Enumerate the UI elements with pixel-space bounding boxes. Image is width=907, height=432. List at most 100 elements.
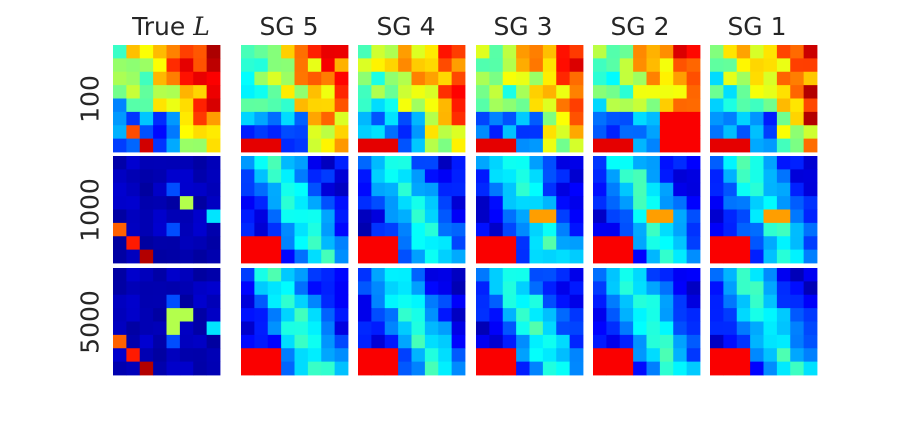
heatmap-cell (254, 182, 269, 197)
heatmap-cell (633, 209, 647, 224)
heatmap-cell (358, 321, 372, 336)
heatmap-cell (619, 281, 634, 296)
heatmap-cell (606, 294, 621, 309)
heatmap-cell (686, 294, 701, 309)
heatmap-cell (723, 182, 738, 197)
heatmap-cell (750, 222, 764, 237)
heatmap-cell (139, 236, 154, 251)
heatmap-cell (673, 209, 688, 224)
heatmap-cell (281, 58, 295, 73)
heatmap-cell (646, 98, 661, 113)
heatmap-cell (659, 281, 674, 296)
heatmap-cell (321, 268, 336, 282)
heatmap-cell (424, 321, 439, 336)
heatmap-cell (398, 196, 412, 210)
heatmap-cell (516, 85, 530, 99)
heatmap-cell (166, 98, 181, 113)
heatmap-cell (776, 321, 791, 336)
heatmap-cell (659, 222, 674, 237)
heatmap-cell (646, 196, 661, 210)
heatmap-cell (153, 222, 167, 237)
heatmap-cell (489, 236, 504, 251)
heatmap-cell (646, 281, 661, 296)
heatmap-cell (307, 71, 322, 86)
heatmap-cell (763, 348, 778, 363)
heatmap-cell (489, 209, 504, 224)
heatmap-cell (424, 209, 439, 224)
heatmap-cell (476, 308, 490, 322)
heatmap-cell (281, 236, 295, 251)
heatmap-cell (451, 321, 466, 336)
heatmap-cell (750, 71, 764, 86)
heatmap-cell (206, 222, 221, 237)
heatmap-cell (606, 361, 621, 376)
heatmap-cell (606, 196, 621, 210)
heatmap-cell (358, 294, 372, 309)
heatmap-cell (139, 98, 154, 113)
heatmap-cell (321, 111, 336, 126)
heatmap-cell (166, 308, 181, 322)
heatmap-cell (542, 348, 557, 363)
heatmap-cell (153, 85, 167, 99)
heatmap-cell (254, 321, 269, 336)
heatmap-cell (371, 209, 386, 224)
heatmap-cell (736, 138, 751, 153)
heatmap-cell (126, 209, 141, 224)
heatmap-cell (673, 156, 688, 170)
heatmap-cell (723, 45, 738, 59)
heatmap-cell (556, 209, 571, 224)
heatmap-cell (542, 45, 557, 59)
heatmap-cell (321, 71, 336, 86)
heatmap-cell (438, 98, 453, 113)
heatmap-cell (206, 196, 221, 210)
heatmap-cell (398, 268, 412, 282)
heatmap-cell (321, 45, 336, 59)
heatmap-cell (763, 45, 778, 59)
heatmap-cell (723, 125, 738, 140)
heatmap-cell (307, 45, 322, 59)
heatmap-cell (113, 268, 127, 282)
heatmap-cell (803, 294, 818, 309)
heatmap-cell (193, 182, 208, 197)
heatmap-cell (438, 58, 453, 73)
heatmap-cell (321, 222, 336, 237)
heatmap-cell (542, 268, 557, 282)
heatmap-cell (710, 348, 724, 363)
heatmap-cell (126, 98, 141, 113)
heatmap-panel (593, 156, 701, 264)
heatmap-cell (371, 294, 386, 309)
heatmap-cell (451, 58, 466, 73)
heatmap-cell (569, 294, 584, 309)
heatmap-cell (489, 294, 504, 309)
heatmap-cell (476, 268, 490, 282)
heatmap-cell (139, 169, 154, 184)
heatmap-cell (193, 268, 208, 282)
heatmap-cell (542, 361, 557, 376)
heatmap-cell (307, 348, 322, 363)
heatmap-cell (659, 125, 674, 140)
heatmap-cell (321, 156, 336, 170)
heatmap-cell (502, 361, 517, 376)
heatmap-cell (790, 281, 805, 296)
heatmap-cell (710, 196, 724, 210)
heatmap-cell (659, 169, 674, 184)
heatmap-panel (241, 45, 349, 153)
heatmap-cell (723, 308, 738, 322)
heatmap-cell (673, 334, 688, 349)
heatmap-cell (803, 222, 818, 237)
heatmap-cell (763, 58, 778, 73)
heatmap-cell (619, 156, 634, 170)
heatmap-cell (206, 45, 221, 59)
heatmap-cell (723, 281, 738, 296)
heatmap-cell (476, 138, 490, 153)
heatmap-cell (686, 281, 701, 296)
heatmap-cell (646, 348, 661, 363)
heatmap-cell (153, 281, 167, 296)
heatmap-cell (542, 222, 557, 237)
heatmap-cell (803, 71, 818, 86)
heatmap-cell (398, 85, 412, 99)
heatmap-cell (384, 58, 399, 73)
heatmap-cell (384, 156, 399, 170)
heatmap-cell (307, 268, 322, 282)
heatmap-cell (569, 58, 584, 73)
